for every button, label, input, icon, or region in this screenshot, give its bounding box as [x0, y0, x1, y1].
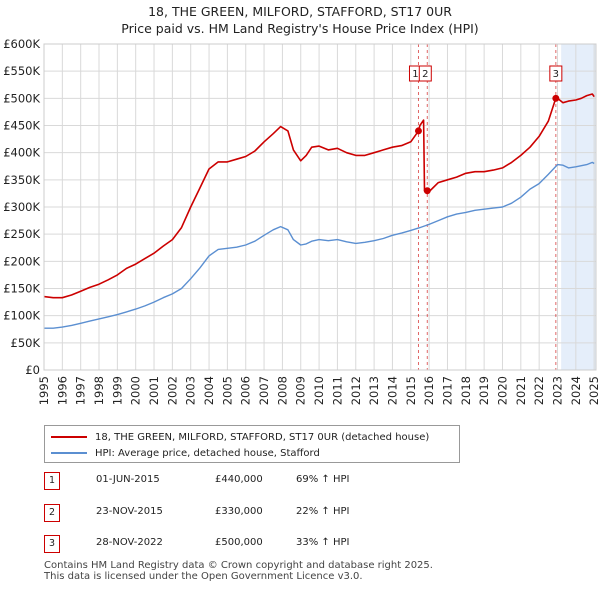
legend-label-hpi: HPI: Average price, detached house, Staf… [95, 447, 320, 459]
sale-hpi-change: 33% ↑ HPI [296, 537, 350, 548]
x-tick-label: 2023 [550, 376, 564, 405]
x-tick-label: 2014 [385, 376, 399, 405]
sale-date: 01-JUN-2015 [96, 474, 160, 485]
sale-point [552, 94, 560, 102]
y-tick-label: £450K [3, 119, 40, 133]
legend-swatch-property [51, 436, 87, 438]
sale-label-box [418, 65, 432, 82]
y-tick-label: £500K [3, 91, 40, 105]
x-tick-label: 2015 [404, 376, 418, 405]
x-tick-label: 2008 [275, 376, 289, 405]
sale-label-box [549, 65, 563, 82]
y-tick-label: £550K [3, 64, 40, 78]
x-tick-label: 2003 [184, 376, 198, 405]
plot-border [43, 43, 597, 371]
sale-label: 2 [418, 65, 432, 82]
sale-badge: 1 [44, 472, 60, 490]
x-tick-label: 2022 [532, 376, 546, 405]
sale-label-text: 2 [422, 69, 428, 80]
legend-swatch-hpi [51, 452, 87, 454]
y-tick-label: £150K [3, 282, 40, 296]
x-tick-label: 2000 [129, 376, 143, 405]
series-line-hpi [44, 161, 595, 329]
table-row: 3 28-NOV-2022 £500,000 33% ↑ HPI [44, 534, 464, 554]
x-tick-label: 2020 [495, 376, 509, 405]
x-tick-label: 1995 [37, 376, 51, 405]
sale-date: 28-NOV-2022 [96, 537, 163, 548]
sale-point [423, 187, 431, 195]
x-tick-label: 1997 [74, 376, 88, 405]
x-tick-label: 2016 [422, 376, 436, 405]
sale-badge: 2 [44, 504, 60, 522]
legend: 18, THE GREEN, MILFORD, STAFFORD, ST17 0… [44, 425, 460, 463]
sale-price: £500,000 [215, 537, 263, 548]
x-tick-label: 1998 [92, 376, 106, 405]
sale-badge: 3 [44, 535, 60, 553]
y-tick-label: £200K [3, 254, 40, 268]
x-tick-label: 2013 [367, 376, 381, 405]
footer-line-1: Contains HM Land Registry data © Crown c… [44, 560, 433, 571]
sale-price: £440,000 [215, 474, 263, 485]
chart-title: 18, THE GREEN, MILFORD, STAFFORD, ST17 0… [0, 3, 600, 37]
x-tick-label: 2007 [257, 376, 271, 405]
x-tick-label: 2004 [202, 376, 216, 405]
series-line-property [43, 93, 595, 299]
x-tick-label: 2005 [220, 376, 234, 405]
y-tick-label: £350K [3, 173, 40, 187]
legend-item-property: 18, THE GREEN, MILFORD, STAFFORD, ST17 0… [51, 430, 429, 444]
x-tick-label: 2009 [294, 376, 308, 405]
y-tick-label: £300K [3, 200, 40, 214]
x-tick-label: 2012 [349, 376, 363, 405]
x-tick-label: 2001 [147, 376, 161, 405]
x-tick-label: 2024 [569, 376, 583, 405]
sale-hpi-change: 22% ↑ HPI [296, 506, 350, 517]
x-tick-label: 1996 [55, 376, 69, 405]
footer: Contains HM Land Registry data © Crown c… [44, 560, 433, 582]
table-row: 1 01-JUN-2015 £440,000 69% ↑ HPI [44, 471, 464, 491]
sale-label-text: 1 [412, 69, 418, 80]
legend-item-hpi: HPI: Average price, detached house, Staf… [51, 446, 320, 460]
x-tick-label: 2010 [312, 376, 326, 405]
table-row: 2 23-NOV-2015 £330,000 22% ↑ HPI [44, 503, 464, 523]
title-line-1: 18, THE GREEN, MILFORD, STAFFORD, ST17 0… [148, 4, 452, 19]
sale-date: 23-NOV-2015 [96, 506, 163, 517]
x-tick-label: 2021 [514, 376, 528, 405]
sale-point [414, 127, 422, 135]
y-tick-label: £600K [3, 37, 40, 51]
y-tick-label: £0 [25, 363, 40, 377]
x-tick-label: 2017 [440, 376, 454, 405]
x-tick-label: 2002 [165, 376, 179, 405]
x-tick-label: 2025 [587, 376, 600, 405]
y-tick-label: £50K [11, 336, 41, 350]
y-tick-label: £250K [3, 227, 40, 241]
title-line-2: Price paid vs. HM Land Registry's House … [121, 21, 479, 36]
y-tick-label: £400K [3, 146, 40, 160]
sale-label-text: 3 [553, 69, 559, 80]
price-chart: £0 £50K £100K £150K £200K £250K £300K £350K £400… [3, 37, 600, 405]
x-tick-label: 2006 [239, 376, 253, 405]
y-tick-label: £100K [3, 309, 40, 323]
legend-label-property: 18, THE GREEN, MILFORD, STAFFORD, ST17 0… [95, 431, 430, 443]
x-tick-label: 2019 [477, 376, 491, 405]
sale-label: 3 [549, 65, 563, 82]
x-tick-label: 2018 [459, 376, 473, 405]
x-tick-label: 1999 [110, 376, 124, 405]
sale-price: £330,000 [215, 506, 263, 517]
x-tick-label: 2011 [330, 376, 344, 405]
sale-hpi-change: 69% ↑ HPI [296, 474, 350, 485]
footer-line-2: This data is licensed under the Open Gov… [44, 571, 363, 582]
